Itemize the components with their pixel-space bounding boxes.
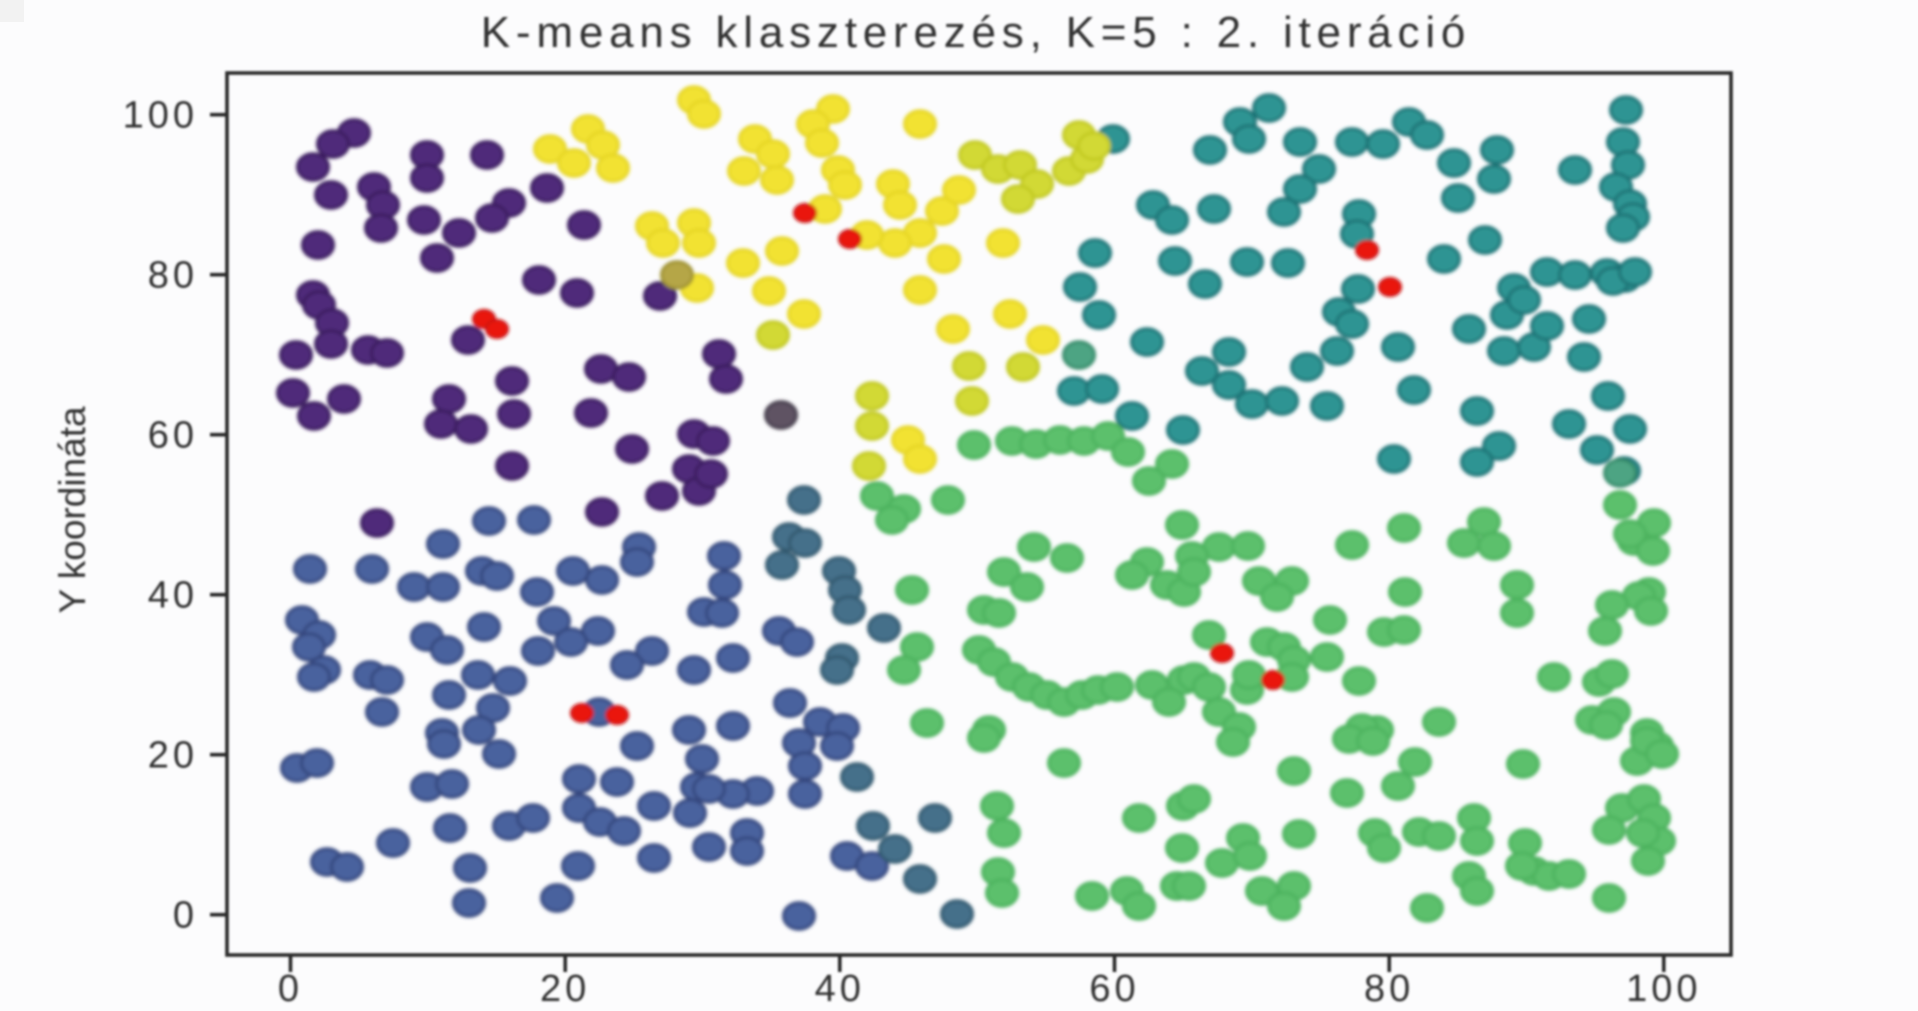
- svg-text:40: 40: [815, 968, 865, 1010]
- svg-text:60: 60: [148, 415, 198, 457]
- svg-text:80: 80: [148, 255, 198, 297]
- svg-text:K-means klaszterezés, K=5 : 2.: K-means klaszterezés, K=5 : 2. iteráció: [481, 8, 1471, 57]
- svg-text:20: 20: [148, 735, 198, 777]
- svg-text:60: 60: [1089, 968, 1139, 1010]
- svg-text:40: 40: [148, 575, 198, 617]
- svg-text:0: 0: [173, 895, 198, 937]
- svg-text:100: 100: [123, 95, 198, 137]
- svg-text:80: 80: [1364, 968, 1414, 1010]
- svg-text:20: 20: [540, 968, 590, 1010]
- svg-text:0: 0: [278, 968, 303, 1010]
- svg-text:Y koordináta: Y koordináta: [52, 406, 93, 613]
- svg-text:100: 100: [1626, 968, 1701, 1010]
